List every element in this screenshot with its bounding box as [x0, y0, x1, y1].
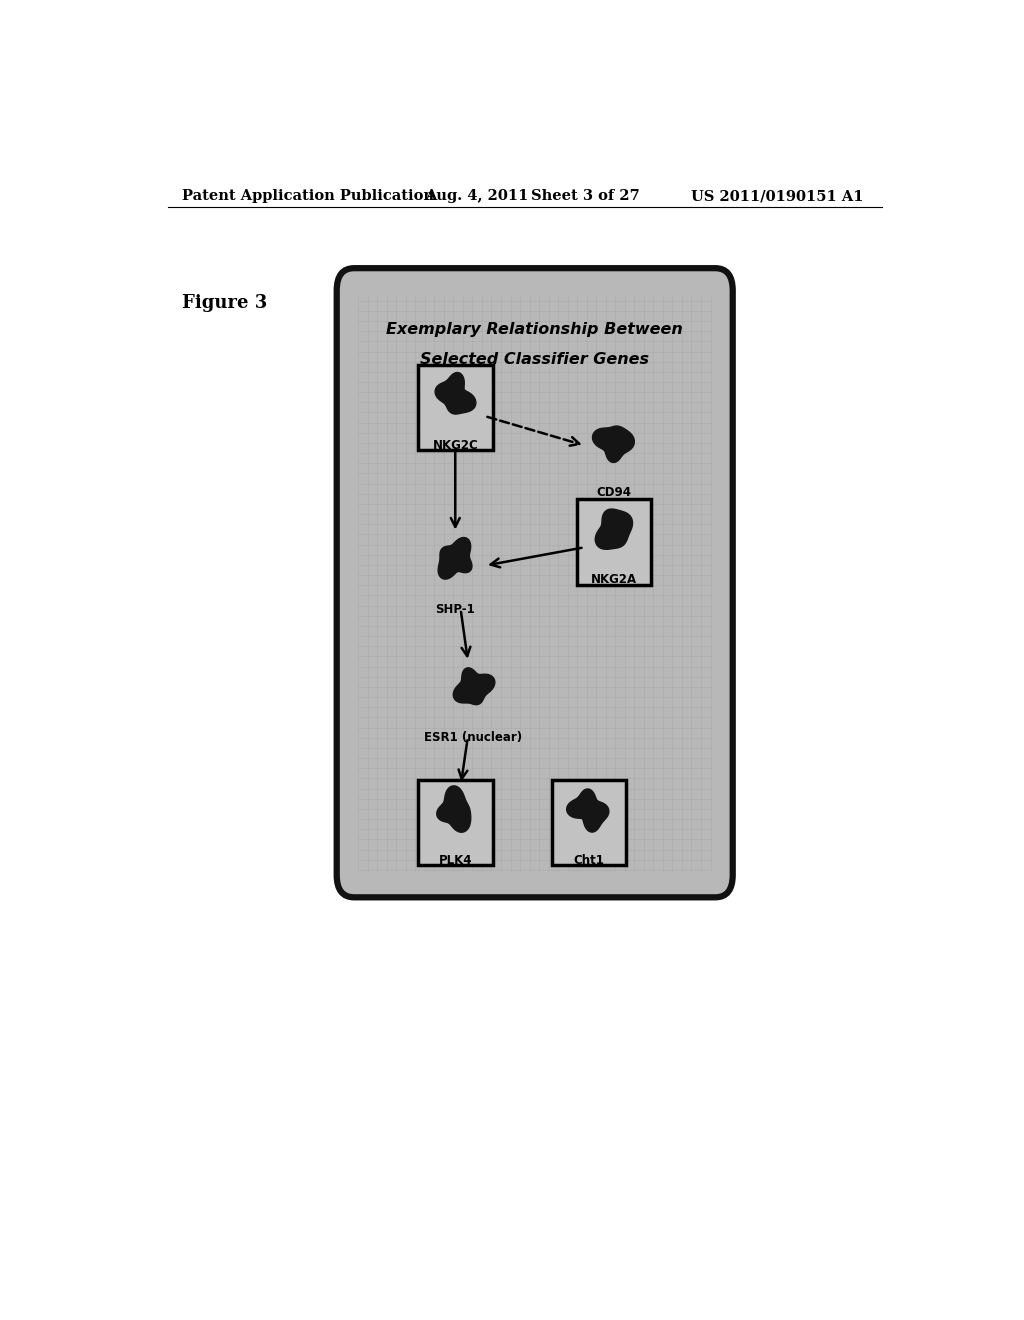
- Text: Figure 3: Figure 3: [182, 294, 267, 312]
- Polygon shape: [435, 372, 476, 414]
- FancyBboxPatch shape: [577, 499, 651, 585]
- Text: Patent Application Publication: Patent Application Publication: [182, 189, 434, 203]
- Polygon shape: [454, 668, 495, 705]
- Polygon shape: [437, 785, 471, 832]
- Text: NKG2A: NKG2A: [591, 573, 637, 586]
- Text: Cht1: Cht1: [573, 854, 604, 867]
- Polygon shape: [566, 789, 609, 832]
- Text: CD94: CD94: [597, 486, 632, 499]
- Polygon shape: [438, 537, 472, 579]
- Text: Selected Classifier Genes: Selected Classifier Genes: [420, 352, 649, 367]
- Text: Sheet 3 of 27: Sheet 3 of 27: [531, 189, 640, 203]
- Text: SHP-1: SHP-1: [435, 602, 475, 615]
- Text: Aug. 4, 2011: Aug. 4, 2011: [426, 189, 529, 203]
- Polygon shape: [593, 426, 634, 462]
- Polygon shape: [595, 510, 633, 549]
- Text: ESR1 (nuclear): ESR1 (nuclear): [424, 731, 522, 744]
- Text: NKG2C: NKG2C: [432, 440, 478, 451]
- Text: PLK4: PLK4: [438, 854, 472, 867]
- FancyBboxPatch shape: [337, 268, 733, 898]
- FancyBboxPatch shape: [418, 364, 493, 450]
- Text: US 2011/0190151 A1: US 2011/0190151 A1: [691, 189, 864, 203]
- FancyBboxPatch shape: [552, 780, 627, 865]
- FancyBboxPatch shape: [418, 780, 493, 865]
- Text: Exemplary Relationship Between: Exemplary Relationship Between: [386, 322, 683, 337]
